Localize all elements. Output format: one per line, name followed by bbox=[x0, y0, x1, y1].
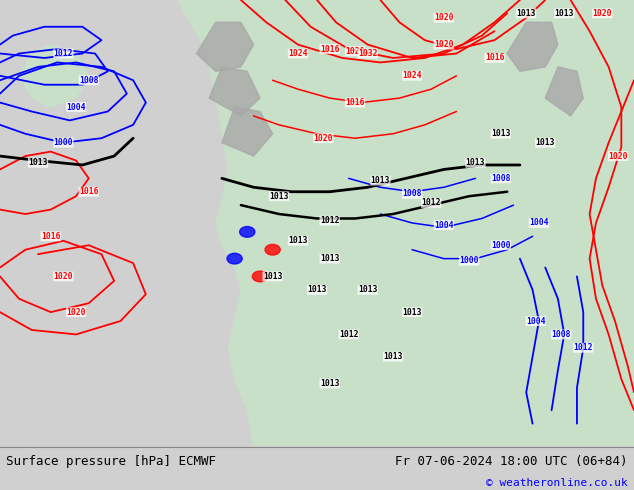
Text: 1020: 1020 bbox=[346, 47, 365, 56]
Polygon shape bbox=[197, 22, 254, 72]
Text: 1004: 1004 bbox=[67, 102, 86, 112]
Text: 1013: 1013 bbox=[555, 9, 574, 18]
Text: 1004: 1004 bbox=[434, 220, 453, 230]
Polygon shape bbox=[222, 107, 273, 156]
Text: 1013: 1013 bbox=[320, 254, 339, 263]
Text: 1016: 1016 bbox=[41, 232, 60, 241]
Text: 1012: 1012 bbox=[339, 330, 358, 339]
Text: 1008: 1008 bbox=[552, 330, 571, 339]
Text: 1013: 1013 bbox=[263, 272, 282, 281]
Text: 1012: 1012 bbox=[54, 49, 73, 58]
Text: Surface pressure [hPa] ECMWF: Surface pressure [hPa] ECMWF bbox=[6, 455, 216, 468]
Text: 1020: 1020 bbox=[314, 134, 333, 143]
Circle shape bbox=[252, 271, 268, 282]
Text: 1012: 1012 bbox=[574, 343, 593, 352]
Text: 1020: 1020 bbox=[609, 151, 628, 161]
Text: 1013: 1013 bbox=[517, 9, 536, 18]
Text: 1013: 1013 bbox=[371, 176, 390, 185]
Text: 1016: 1016 bbox=[346, 98, 365, 107]
Text: 1004: 1004 bbox=[526, 317, 545, 325]
Text: 1013: 1013 bbox=[320, 379, 339, 388]
Circle shape bbox=[227, 253, 242, 264]
Text: 1024: 1024 bbox=[288, 49, 307, 58]
Text: 1024: 1024 bbox=[403, 72, 422, 80]
Text: 1020: 1020 bbox=[434, 40, 453, 49]
Text: 1020: 1020 bbox=[54, 272, 73, 281]
Text: 1013: 1013 bbox=[536, 138, 555, 147]
Text: 1000: 1000 bbox=[54, 138, 73, 147]
Text: 1020: 1020 bbox=[593, 9, 612, 18]
Circle shape bbox=[240, 226, 255, 237]
Text: 1012: 1012 bbox=[320, 216, 339, 225]
Text: 1013: 1013 bbox=[307, 285, 327, 294]
Text: 1000: 1000 bbox=[491, 241, 510, 250]
Text: 1013: 1013 bbox=[491, 129, 510, 138]
Text: 1020: 1020 bbox=[434, 13, 453, 23]
Polygon shape bbox=[507, 22, 558, 72]
Text: 1013: 1013 bbox=[384, 352, 403, 361]
Text: 1016: 1016 bbox=[320, 45, 339, 53]
Circle shape bbox=[265, 245, 280, 255]
Text: 1016: 1016 bbox=[79, 187, 98, 196]
Polygon shape bbox=[19, 45, 89, 107]
Text: Fr 07-06-2024 18:00 UTC (06+84): Fr 07-06-2024 18:00 UTC (06+84) bbox=[395, 455, 628, 468]
Text: 1032: 1032 bbox=[358, 49, 377, 58]
Text: 1013: 1013 bbox=[403, 308, 422, 317]
Polygon shape bbox=[209, 67, 260, 116]
Text: 1004: 1004 bbox=[529, 219, 548, 227]
Text: 1013: 1013 bbox=[358, 285, 377, 294]
Text: 1013: 1013 bbox=[269, 192, 288, 201]
Text: 1008: 1008 bbox=[79, 76, 98, 85]
Text: 1008: 1008 bbox=[403, 190, 422, 198]
Text: 1012: 1012 bbox=[422, 198, 441, 207]
Text: 1013: 1013 bbox=[288, 236, 307, 245]
Text: 1020: 1020 bbox=[67, 308, 86, 317]
Text: © weatheronline.co.uk: © weatheronline.co.uk bbox=[486, 478, 628, 489]
Text: 1013: 1013 bbox=[466, 158, 485, 167]
Text: 1013: 1013 bbox=[29, 158, 48, 167]
Polygon shape bbox=[178, 0, 634, 446]
Text: 1008: 1008 bbox=[491, 174, 510, 183]
Text: 1000: 1000 bbox=[460, 256, 479, 266]
Text: 1016: 1016 bbox=[485, 53, 504, 62]
Polygon shape bbox=[545, 67, 583, 116]
